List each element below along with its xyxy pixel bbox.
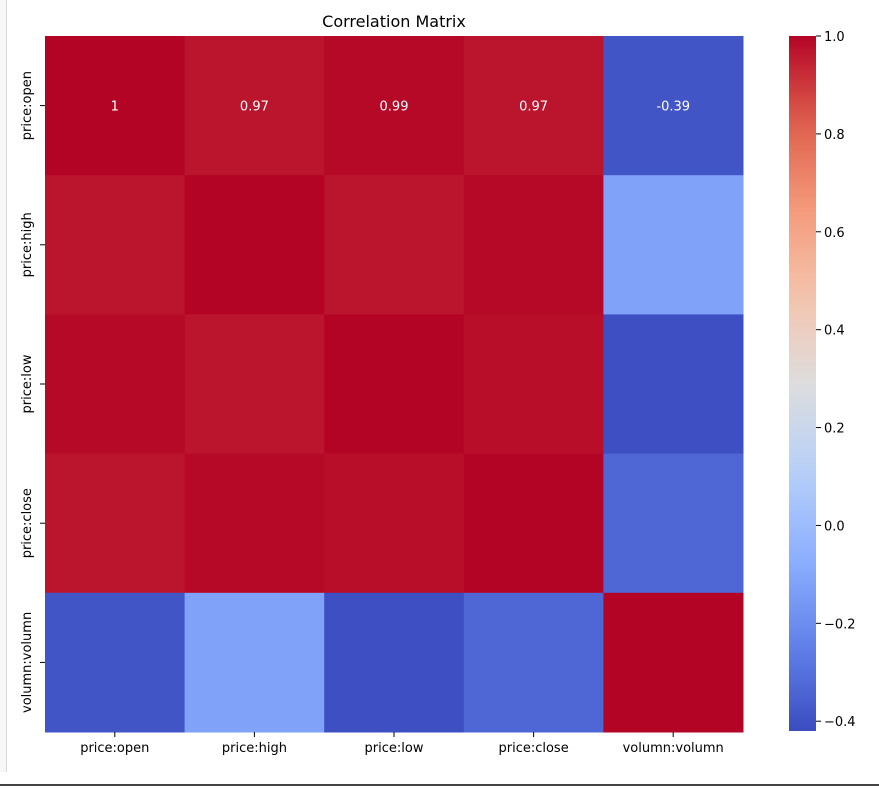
heatmap-cell bbox=[184, 314, 325, 455]
heatmap-cell bbox=[463, 175, 604, 315]
heatmap-cell bbox=[45, 314, 186, 455]
heatmap-cell bbox=[324, 592, 465, 733]
heatmap-cell bbox=[603, 175, 744, 315]
chart-title: Correlation Matrix bbox=[322, 12, 466, 31]
colorbar-tick-label: 0.6 bbox=[824, 226, 845, 241]
heatmap-cell bbox=[603, 453, 744, 594]
y-tick-label: price:open bbox=[20, 71, 35, 140]
heatmap-cell bbox=[324, 36, 465, 176]
cell-left-border bbox=[0, 0, 7, 772]
heatmap-cell bbox=[184, 36, 325, 176]
cell-annotation: -0.39 bbox=[656, 100, 690, 115]
heatmap-cell bbox=[45, 36, 186, 176]
heatmap-cell bbox=[324, 314, 465, 455]
heatmap-cell bbox=[603, 314, 744, 455]
cell-annotation: 1 bbox=[111, 100, 119, 115]
colorbar-tick-label: 0.8 bbox=[824, 128, 845, 143]
heatmap-cell bbox=[463, 592, 604, 733]
heatmap-cell bbox=[45, 175, 186, 315]
colorbar-gradient bbox=[789, 36, 816, 731]
colorbar: 1.0 0.8 0.6 0.4 0.2 0.0 −0.2 −0.4 bbox=[789, 30, 856, 731]
cell-annotation: 0.97 bbox=[519, 100, 548, 115]
y-tick-label: price:close bbox=[20, 488, 35, 558]
heatmap-cell bbox=[324, 453, 465, 594]
colorbar-tick-label: 0.2 bbox=[824, 422, 845, 437]
heatmap-cell bbox=[45, 453, 186, 594]
x-axis-ticks: price:open price:high price:low price:close… bbox=[80, 732, 724, 756]
x-tick-label: volumn:volumn bbox=[623, 741, 724, 756]
colorbar-tick-label: 0.4 bbox=[824, 324, 845, 339]
heatmap-cell bbox=[463, 36, 604, 176]
heatmap-cell bbox=[45, 592, 186, 733]
colorbar-tick-label: 0.0 bbox=[824, 519, 845, 534]
x-tick-label: price:high bbox=[222, 741, 287, 756]
heatmap-cell bbox=[184, 592, 325, 733]
cell-annotation: 0.97 bbox=[240, 100, 269, 115]
heatmap-cell bbox=[463, 314, 604, 455]
heatmap-cell bbox=[324, 175, 465, 315]
heatmap-cell bbox=[603, 36, 744, 176]
heatmap-cell bbox=[603, 592, 744, 733]
colorbar-tick-label: 1.0 bbox=[824, 30, 845, 45]
cell-bottom-border bbox=[0, 784, 879, 786]
y-tick-label: volumn:volumn bbox=[20, 612, 35, 713]
colorbar-tick-label: −0.4 bbox=[824, 715, 856, 730]
y-axis-ticks: price:open price:high price:low price:close… bbox=[20, 71, 45, 713]
x-tick-label: price:close bbox=[498, 741, 568, 756]
x-tick-label: price:open bbox=[80, 741, 149, 756]
heatmap-cell bbox=[463, 453, 604, 594]
heatmap-cells bbox=[45, 36, 744, 733]
x-tick-label: price:low bbox=[365, 741, 424, 756]
y-tick-label: price:low bbox=[20, 354, 35, 413]
heatmap-annotations: 1 0.97 0.99 0.97 -0.39 bbox=[111, 100, 690, 115]
heatmap-cell bbox=[184, 175, 325, 315]
cell-annotation: 0.99 bbox=[380, 100, 409, 115]
y-tick-label: price:high bbox=[20, 212, 35, 277]
heatmap-cell bbox=[184, 453, 325, 594]
colorbar-tick-label: −0.2 bbox=[824, 617, 856, 632]
